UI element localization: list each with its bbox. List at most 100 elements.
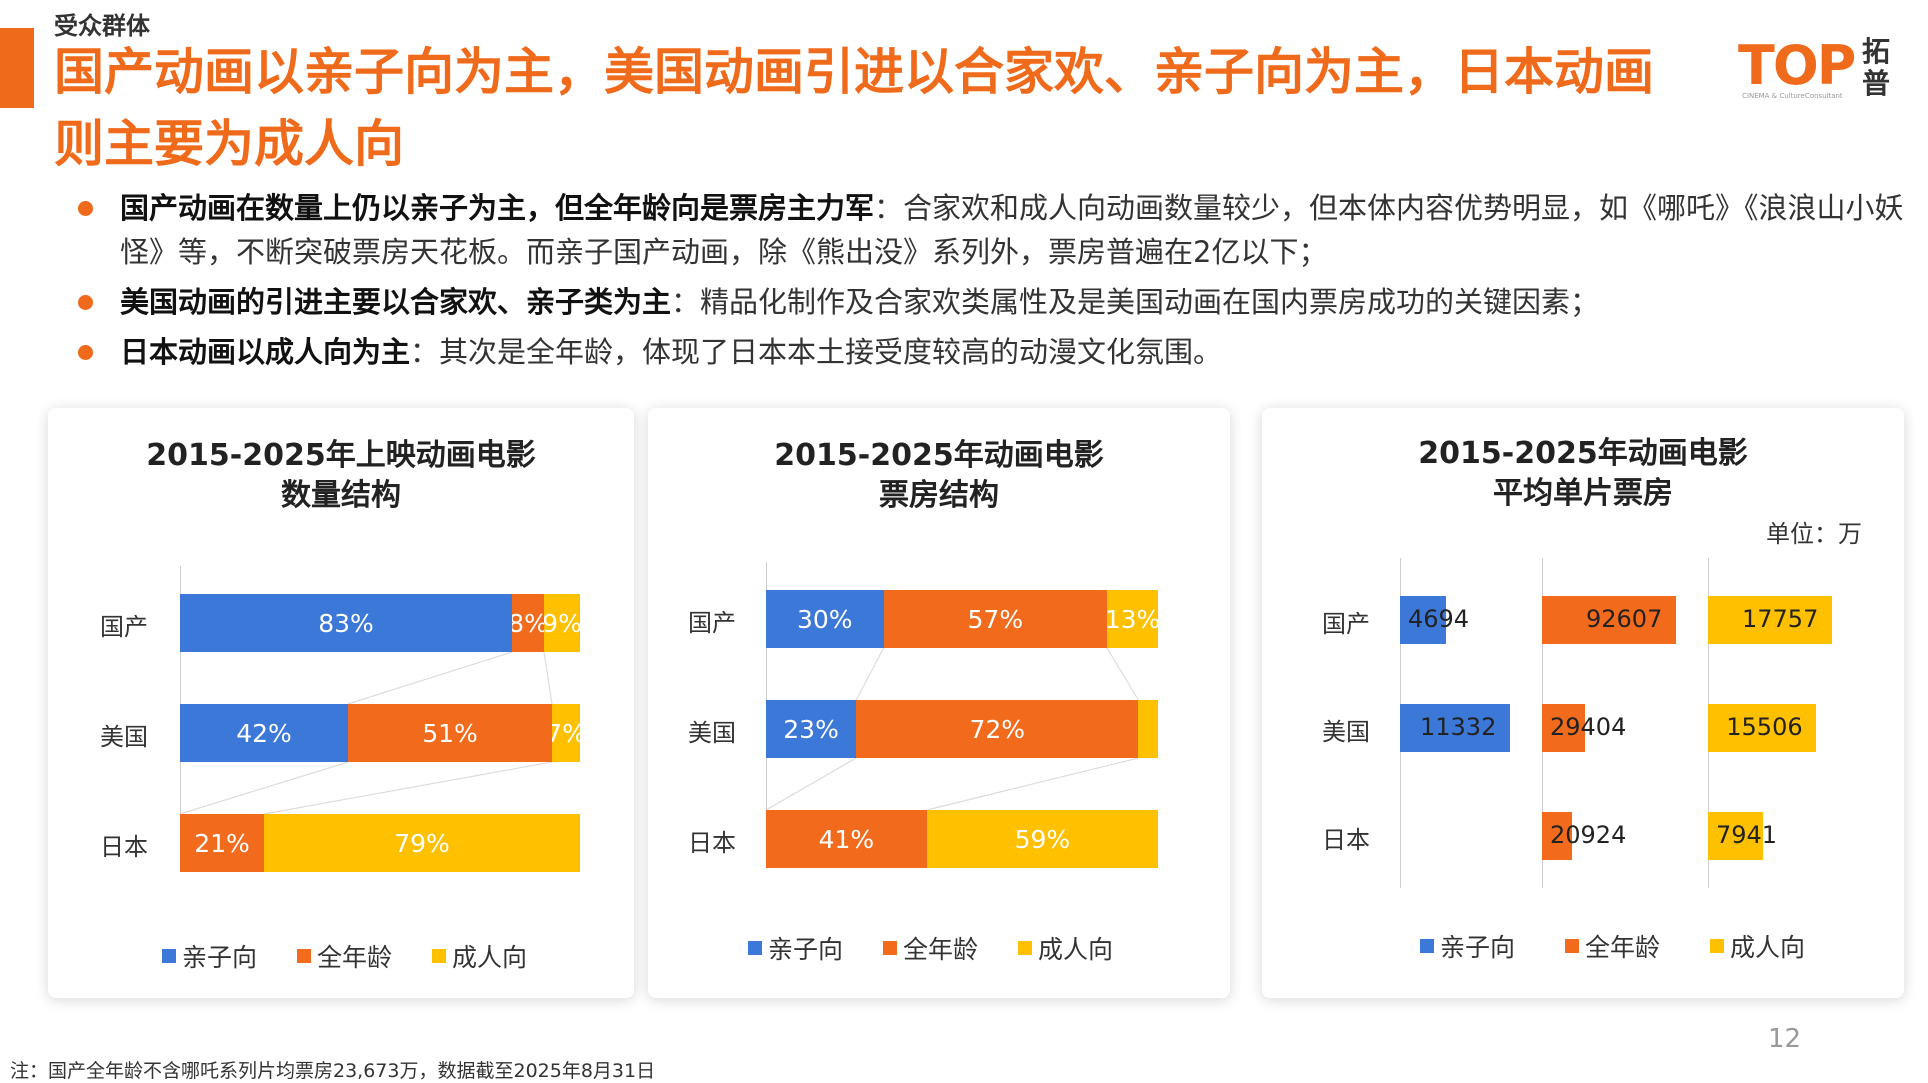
data-label: 4694	[1408, 605, 1470, 633]
chart-legend: 亲子向 全年龄 成人向	[1420, 928, 1805, 964]
connector-line	[347, 651, 513, 705]
category-label: 美国	[1322, 718, 1370, 746]
bar-segment-adult: 13%	[1107, 590, 1158, 648]
avg-bar-all-age	[1542, 704, 1585, 752]
bullet-dot-icon	[78, 201, 93, 216]
connector-line	[765, 757, 857, 811]
legend-item-kids: 亲子向	[748, 930, 843, 966]
bar-segment-kids: 30%	[766, 590, 884, 648]
category-label: 日本	[1322, 826, 1370, 854]
legend-swatch	[1420, 939, 1434, 953]
bar-segment-kids: 83%	[180, 594, 512, 652]
unit-label: 单位：万	[1766, 520, 1862, 548]
bar-segment-kids: 42%	[180, 704, 348, 762]
avg-bar-all-age	[1542, 596, 1676, 644]
data-label: 17757	[1742, 605, 1819, 633]
chart-title: 2015-2025年上映动画电影 数量结构	[146, 438, 536, 513]
footnote: 注：国产全年龄不含哪吒系列片均票房23,673万，数据截至2025年8月31日	[10, 1060, 656, 1082]
bar-segment-kids: 23%	[766, 700, 857, 758]
category-label: 日本	[100, 833, 148, 861]
bullet-list: 国产动画在数量上仍以亲子为主，但全年龄向是票房主力军：合家欢和成人向动画数量较少…	[76, 186, 1906, 380]
category-label: 美国	[100, 723, 148, 751]
avg-bar-all-age	[1542, 812, 1573, 860]
bar-segment-adult: 9%	[544, 594, 580, 652]
page-number: 12	[1768, 1024, 1802, 1054]
legend-label: 成人向	[1730, 933, 1806, 962]
bar-segment-all-age: 72%	[856, 700, 1139, 758]
chart-legend: 亲子向 全年龄 成人向	[162, 938, 527, 974]
logo: TOP 拓普 CINEMA & CultureConsultant	[1738, 34, 1908, 104]
bar-segment-all-age: 8%	[512, 594, 544, 652]
avg-bar-adult	[1708, 704, 1817, 752]
category-label: 国产	[100, 613, 148, 641]
logo-cn: 拓普	[1862, 35, 1891, 100]
avg-bar-adult	[1708, 812, 1764, 860]
connector-line	[543, 651, 553, 705]
bullet-dot-icon	[78, 345, 93, 360]
category-label: 美国	[688, 719, 736, 747]
bar-segment-adult	[1138, 700, 1158, 758]
connector-line	[263, 761, 553, 815]
logo-sub: CINEMA & CultureConsultant	[1742, 92, 1843, 100]
chart-panel-boxoffice-structure: 2015-2025年动画电影 票房结构 国产 30% 57% 13% 美国 23% 72% 日…	[648, 408, 1230, 998]
data-label: 11332	[1420, 713, 1497, 741]
legend-swatch	[162, 949, 176, 963]
bullet-text: ：合家欢和成人向动画数量较少，但本体内容优势明显，如《哪吒》《浪浪山小妖怪》等，…	[120, 191, 1904, 269]
legend-item-adult: 成人向	[1710, 928, 1805, 964]
bullet-strong: 日本动画以成人向为主	[120, 335, 411, 369]
bar-segment-all-age: 57%	[883, 590, 1108, 648]
chart-panel-average-boxoffice: 2015-2025年动画电影 平均单片票房 单位：万 4694 11332 9260…	[1262, 408, 1904, 998]
legend-item-all-age: 全年龄	[883, 930, 978, 966]
legend-label: 全年龄	[317, 943, 393, 972]
legend-item-adult: 成人向	[1018, 930, 1113, 966]
connector-lines	[179, 651, 553, 815]
bullet-item: 日本动画以成人向为主：其次是全年龄，体现了日本本土接受度较高的动漫文化氛围。	[76, 330, 1906, 374]
legend-label: 亲子向	[768, 935, 844, 964]
data-label: 20924	[1550, 821, 1627, 849]
chart-title: 2015-2025年动画电影 平均单片票房	[1418, 436, 1748, 511]
section-label: 受众群体	[54, 12, 150, 40]
bullet-strong: 国产动画在数量上仍以亲子为主，但全年龄向是票房主力军	[120, 191, 875, 225]
bar-segment-adult: 59%	[926, 810, 1158, 868]
connector-lines	[765, 647, 1139, 811]
legend-swatch	[432, 949, 447, 963]
bullet-dot-icon	[78, 295, 93, 310]
legend-swatch	[1565, 939, 1580, 953]
data-label: 92607	[1586, 605, 1663, 633]
bullet-item: 国产动画在数量上仍以亲子为主，但全年龄向是票房主力军：合家欢和成人向动画数量较少…	[76, 186, 1906, 274]
legend-swatch	[1018, 941, 1033, 955]
legend-label: 亲子向	[1440, 933, 1516, 962]
legend-item-all-age: 全年龄	[297, 938, 392, 974]
category-label: 日本	[688, 829, 736, 857]
legend-item-all-age: 全年龄	[1565, 928, 1660, 964]
legend-swatch	[1710, 939, 1725, 953]
avg-bar-kids	[1400, 704, 1510, 752]
accent-strip	[0, 28, 34, 108]
avg-bar-adult	[1708, 596, 1832, 644]
bullet-strong: 美国动画的引进主要以合家欢、亲子类为主	[120, 285, 672, 319]
bullet-item: 美国动画的引进主要以合家欢、亲子类为主：精品化制作及合家欢类属性及是美国动画在国…	[76, 280, 1906, 324]
connector-line	[1106, 647, 1139, 701]
connector-line	[855, 647, 885, 701]
bar-segment-all-age: 51%	[348, 704, 552, 762]
legend-swatch	[883, 941, 898, 955]
legend-label: 全年龄	[903, 935, 979, 964]
legend-label: 全年龄	[1585, 933, 1661, 962]
bar-segment-all-age: 21%	[180, 814, 264, 872]
legend-item-kids: 亲子向	[162, 938, 257, 974]
avg-bar-kids	[1400, 596, 1446, 644]
bar-segment-all-age: 41%	[766, 810, 927, 868]
bullet-text: ：精品化制作及合家欢类属性及是美国动画在国内票房成功的关键因素；	[671, 285, 1600, 319]
legend-swatch	[748, 941, 762, 955]
connector-line	[179, 761, 349, 815]
bar-segment-adult: 7%	[552, 704, 580, 762]
legend-swatch	[297, 949, 312, 963]
data-label: 29404	[1550, 713, 1627, 741]
legend-item-kids: 亲子向	[1420, 928, 1515, 964]
bullet-text: ：其次是全年龄，体现了日本本土接受度较高的动漫文化氛围。	[410, 335, 1223, 369]
legend-label: 成人向	[1038, 935, 1114, 964]
legend-item-adult: 成人向	[432, 938, 527, 974]
legend-label: 亲子向	[182, 943, 258, 972]
legend-label: 成人向	[452, 943, 528, 972]
connector-line	[926, 757, 1139, 811]
